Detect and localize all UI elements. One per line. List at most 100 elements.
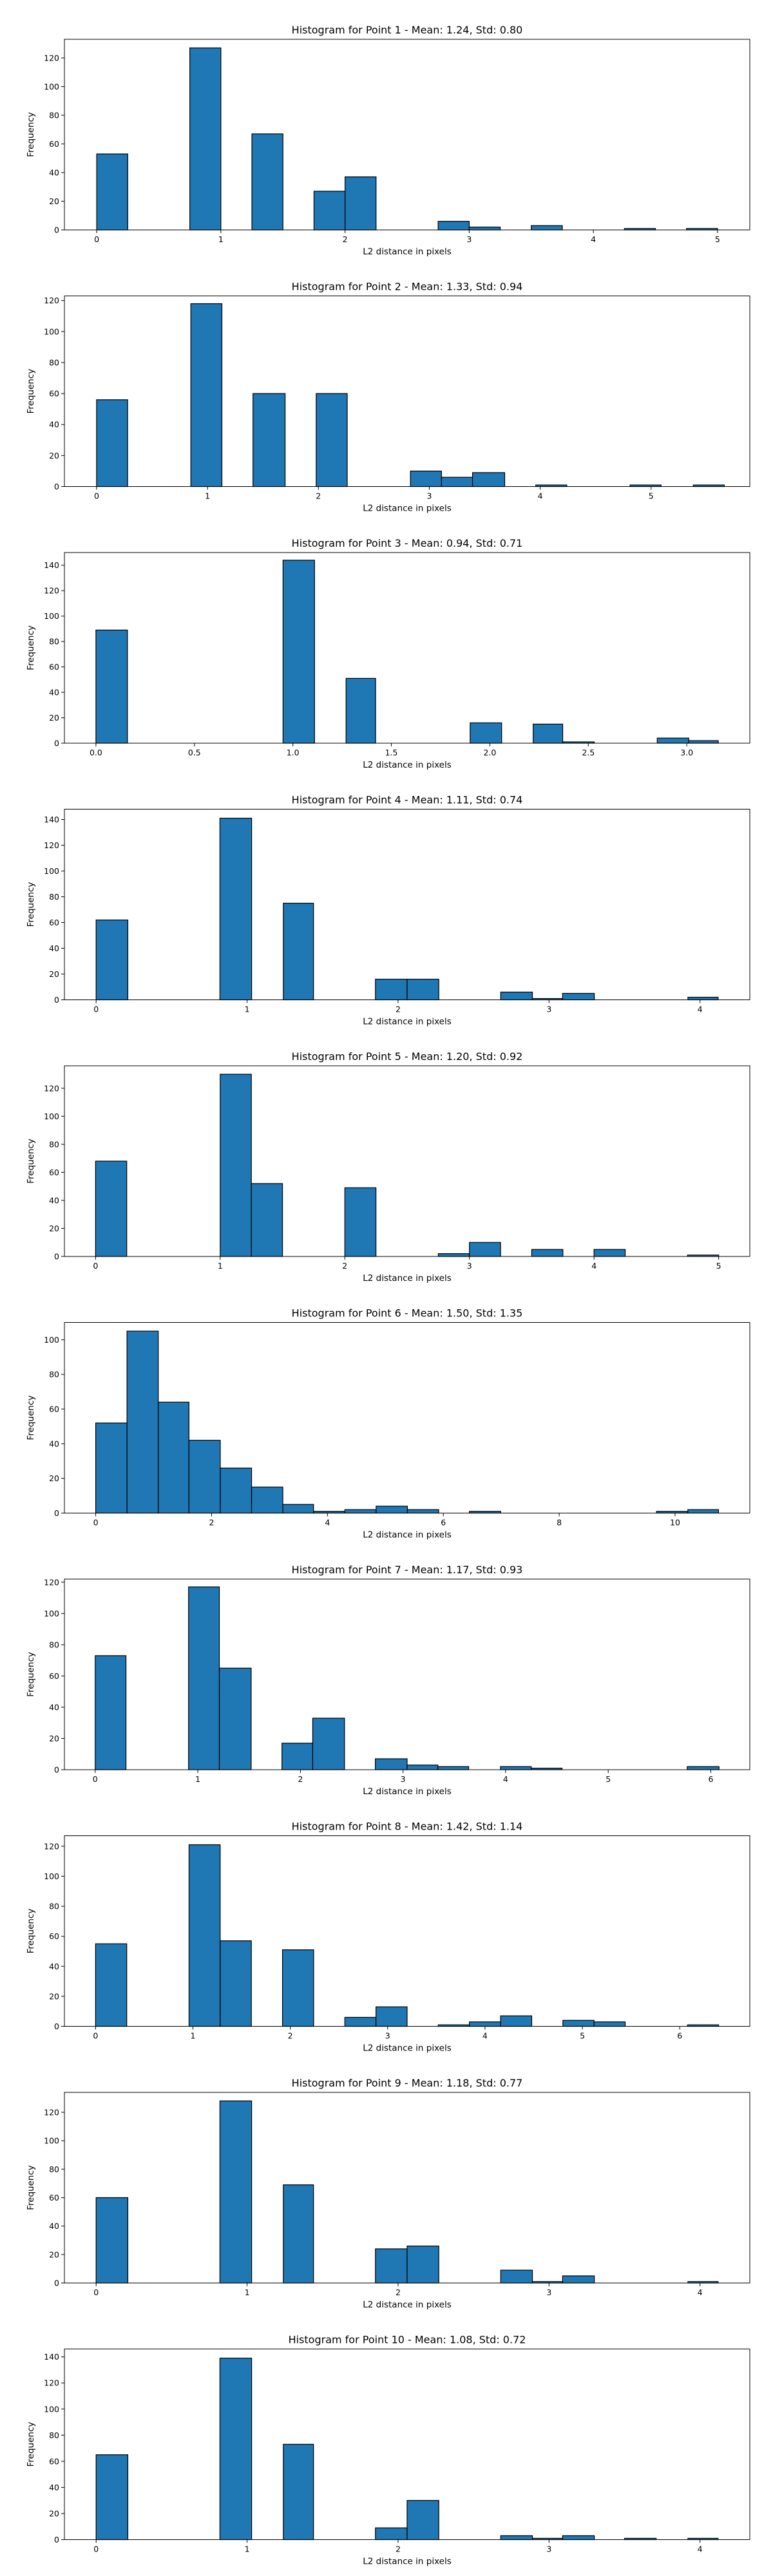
- y-tick-label: 0: [54, 1508, 59, 1518]
- chart-title: Histogram for Point 4 - Mean: 1.11, Std:…: [292, 794, 523, 806]
- y-tick-label: 80: [49, 110, 59, 120]
- y-tick-label: 20: [49, 1224, 59, 1233]
- y-tick-label: 0: [54, 225, 59, 235]
- histogram-bar: [188, 1439, 221, 1514]
- x-tick-label: 5: [580, 2031, 585, 2041]
- histogram-bar: [95, 1160, 128, 1257]
- x-axis-label: L2 distance in pixels: [363, 2557, 451, 2567]
- histogram-bar: [158, 1401, 189, 1514]
- plot-frame: [64, 1065, 750, 1257]
- histogram-bar: [95, 2197, 129, 2284]
- chart-panel-2: Histogram for Point 2 - Mean: 1.33, Std:…: [26, 281, 750, 514]
- x-tick-label: 3: [426, 491, 432, 501]
- histogram-bar: [437, 1766, 470, 1770]
- histogram-bar: [472, 472, 506, 488]
- x-tick-label: 2.0: [483, 748, 496, 757]
- plot-frame: [64, 1835, 750, 2027]
- y-tick-label: 120: [44, 2378, 59, 2388]
- y-tick-label: 60: [49, 1671, 59, 1681]
- x-axis-label: L2 distance in pixels: [363, 1017, 451, 1027]
- histogram-bar: [593, 1249, 626, 1257]
- histogram-bar: [593, 2021, 626, 2027]
- y-axis-label: Frequency: [26, 625, 36, 670]
- y-axis-label: Frequency: [26, 1396, 36, 1441]
- histogram-bar: [220, 1467, 253, 1514]
- x-tick-label: 0: [93, 1774, 98, 1784]
- histogram-bar: [533, 723, 564, 744]
- histogram-bar: [282, 1504, 314, 1514]
- y-tick-label: 20: [49, 2249, 59, 2259]
- histogram-bar: [562, 992, 595, 1001]
- histogram-bar: [688, 740, 719, 744]
- y-tick-label: 120: [44, 1083, 59, 1093]
- y-tick-label: 80: [49, 2164, 59, 2174]
- histogram-bar: [126, 1331, 159, 1514]
- histogram-bar: [95, 1943, 128, 2027]
- y-axis-label: Frequency: [26, 1909, 36, 1954]
- histogram-bar: [219, 2358, 253, 2541]
- x-axis-label: L2 distance in pixels: [363, 504, 451, 514]
- y-tick-label: 0: [54, 2535, 59, 2544]
- y-axis-label: Frequency: [26, 882, 36, 927]
- plot-frame: [64, 1322, 750, 1513]
- x-tick-label: 10: [670, 1518, 680, 1528]
- x-tick-label: 4: [591, 1261, 596, 1271]
- histogram-bar: [188, 1844, 221, 2027]
- x-tick-label: 5: [649, 491, 654, 501]
- y-axis-label: Frequency: [26, 369, 36, 414]
- x-tick-label: 0.0: [90, 748, 102, 757]
- y-tick-label: 0: [54, 2022, 59, 2031]
- y-tick-label: 120: [44, 2107, 59, 2117]
- histogram-bar: [441, 477, 473, 488]
- x-tick-label: 4: [538, 491, 543, 501]
- y-tick-label: 80: [49, 637, 59, 647]
- y-tick-label: 120: [44, 53, 59, 62]
- x-tick-label: 1.0: [287, 748, 300, 757]
- histogram-bar: [500, 991, 533, 1001]
- histogram-bar: [253, 393, 286, 488]
- y-tick-label: 140: [44, 2352, 59, 2362]
- y-axis-label: Frequency: [26, 2165, 36, 2210]
- histogram-bar: [95, 1422, 128, 1514]
- x-tick-label: 1.5: [385, 748, 398, 757]
- y-tick-label: 40: [49, 1439, 59, 1448]
- x-tick-label: 6: [441, 1518, 446, 1528]
- histogram-bar: [344, 1509, 377, 1514]
- y-tick-label: 0: [54, 482, 59, 491]
- y-tick-label: 0: [54, 739, 59, 748]
- histogram-bar: [562, 2535, 595, 2541]
- plot-frame: [64, 296, 750, 487]
- x-tick-label: 2: [396, 2287, 401, 2297]
- histogram-bar: [470, 722, 502, 744]
- y-tick-label: 100: [44, 866, 59, 876]
- y-tick-label: 120: [44, 840, 59, 850]
- x-tick-label: 1: [245, 2287, 250, 2297]
- y-tick-label: 120: [44, 586, 59, 596]
- histogram-bar: [500, 2535, 533, 2541]
- histogram-bar: [96, 153, 128, 231]
- histogram-bar: [500, 2015, 533, 2027]
- plot-frame: [64, 2349, 750, 2540]
- x-tick-label: 0: [93, 2544, 99, 2554]
- histogram-bar: [312, 1718, 345, 1770]
- x-tick-label: 0: [93, 2287, 99, 2297]
- chart-panel-1: Histogram for Point 1 - Mean: 1.24, Std:…: [26, 24, 750, 257]
- histogram-bar: [656, 737, 689, 744]
- y-tick-label: 80: [49, 1139, 59, 1149]
- plot-frame: [64, 552, 750, 744]
- x-tick-label: 4: [482, 2031, 488, 2041]
- y-tick-label: 60: [49, 1405, 59, 1414]
- x-tick-label: 2: [209, 1518, 214, 1528]
- y-tick-label: 40: [49, 167, 59, 177]
- histogram-bar: [437, 1253, 470, 1257]
- y-tick-label: 20: [49, 1473, 59, 1483]
- y-tick-label: 20: [49, 1991, 59, 2001]
- x-tick-label: 2.5: [582, 748, 595, 757]
- histogram-bar: [283, 2184, 314, 2284]
- histogram-bar: [406, 2245, 439, 2284]
- y-tick-label: 0: [54, 2278, 59, 2288]
- x-tick-label: 1: [245, 1005, 250, 1014]
- y-tick-label: 20: [49, 969, 59, 979]
- y-tick-label: 140: [44, 560, 59, 570]
